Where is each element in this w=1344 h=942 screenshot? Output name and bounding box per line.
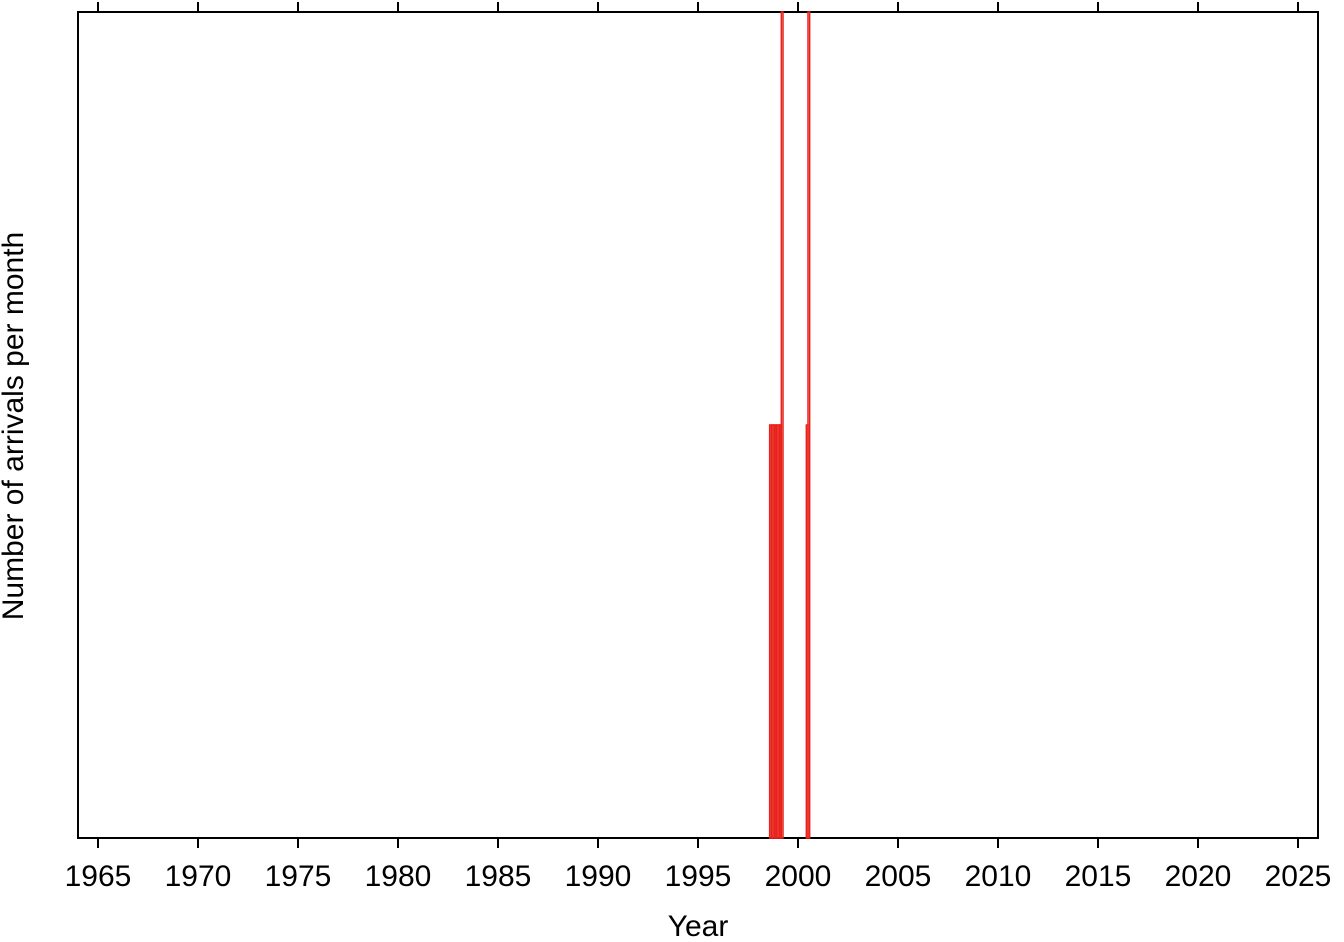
x-tick-label: 1970 bbox=[165, 860, 232, 893]
x-tick-label: 1965 bbox=[65, 860, 132, 893]
x-tick-label: 2010 bbox=[965, 860, 1032, 893]
x-tick-label: 1980 bbox=[365, 860, 432, 893]
x-tick-label: 2025 bbox=[1265, 860, 1332, 893]
x-tick-label: 2015 bbox=[1065, 860, 1132, 893]
plot-frame bbox=[77, 11, 1319, 839]
x-tick-label: 1975 bbox=[265, 860, 332, 893]
x-tick-label: 1985 bbox=[465, 860, 532, 893]
x-tick-label: 2020 bbox=[1165, 860, 1232, 893]
bar bbox=[780, 11, 784, 839]
x-tick-label: 1990 bbox=[565, 860, 632, 893]
x-tick-label: 2000 bbox=[765, 860, 832, 893]
y-axis-label: Number of arrivals per month bbox=[0, 232, 30, 620]
x-axis-label: Year bbox=[668, 910, 729, 942]
x-tick-label: 2005 bbox=[865, 860, 932, 893]
x-tick-label: 1995 bbox=[665, 860, 732, 893]
bar bbox=[807, 11, 811, 839]
